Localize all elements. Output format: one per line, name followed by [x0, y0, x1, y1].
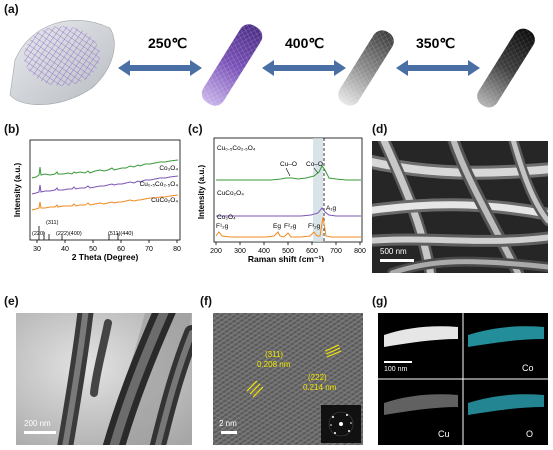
panel-d-sem-image: 500 nm	[372, 141, 548, 273]
tem-scale-bar	[24, 431, 56, 434]
eds-cu-fiber	[384, 394, 458, 415]
fiber-network	[24, 26, 100, 86]
xrd-ann-220: (220)	[32, 231, 45, 237]
arrow-2	[262, 60, 346, 76]
temp-1: 250℃	[148, 35, 187, 51]
xrd-series-cuco2o4	[31, 194, 179, 211]
sem-scale-label: 500 nm	[380, 247, 407, 256]
panel-a-label: (a)	[4, 2, 19, 16]
raman-ann-f22g: F²₂g	[284, 223, 297, 230]
hrtem-ann-0208: 0.208 nm	[257, 360, 291, 369]
raman-ann-f12g: F¹₂g	[216, 223, 229, 230]
raman-xtick-800: 800	[354, 248, 366, 255]
xrd-xtick-50: 50	[89, 246, 97, 253]
raman-ylabel: Intensity (a.u.)	[197, 165, 206, 220]
panel-d-label: (d)	[372, 122, 388, 136]
raman-band	[313, 138, 323, 242]
raman-xtick-500: 500	[282, 248, 294, 255]
tem-scale-label: 200 nm	[24, 419, 51, 428]
eds-label-cu: Cu	[438, 429, 450, 439]
xrd-legend-cu05co25o4: Cu₀.₅Co₂.₅O₄	[140, 181, 179, 188]
panel-e-tem-image: 200 nm	[16, 313, 192, 445]
hrtem-scale-label: 2 nm	[219, 419, 237, 428]
eds-label-co: Co	[522, 363, 534, 373]
xrd-legend-co3o4: Co₃O₄	[159, 165, 178, 172]
raman-series-co3o4	[215, 216, 361, 238]
raman-legend-cuco2o4: CuCo₂O₄	[217, 190, 244, 197]
raman-legend-co3o4: Co₃O₄	[217, 214, 236, 221]
xrd-ann-511-440: (511)(440)	[108, 231, 133, 237]
eds-label-o: O	[526, 429, 534, 439]
arrow-1	[118, 60, 202, 76]
raman-xlabel: Raman shift (cm⁻¹)	[248, 254, 324, 262]
xrd-xtick-30: 30	[33, 246, 41, 253]
panel-c-raman-chart: 200 300 400 500 600 700 800 Raman shift …	[197, 137, 366, 262]
eds-o-fiber	[468, 394, 544, 415]
eds-stem-fiber	[384, 326, 458, 347]
panel-e-label: (e)	[4, 294, 19, 308]
panel-c-label: (c)	[188, 122, 203, 136]
hrtem-scale-bar	[221, 431, 237, 434]
hrtem-ann-222: (222)	[308, 373, 327, 382]
xrd-xtick-70: 70	[145, 246, 153, 253]
raman-legend-cu05co25o4: Cu₀.₅Co₂.₅O₄	[217, 145, 256, 152]
panel-g-label: (g)	[372, 294, 388, 308]
xrd-ylabel: Intensity (a.u.)	[13, 163, 22, 218]
xrd-xtick-40: 40	[61, 246, 69, 253]
panel-g-eds-maps: 100 nm Co Cu O	[378, 313, 548, 445]
arrow-3	[396, 60, 480, 76]
hrtem-ann-311: (311)	[265, 350, 284, 359]
raman-xtick-200: 200	[210, 248, 222, 255]
panel-b-xrd-chart: 30 40 50 60 70 80 2 Theta (Degree) Inten…	[13, 139, 181, 262]
panel-f-hrtem-image: (311) 0.208 nm (222) 0.214 nm 2 nm	[213, 313, 363, 445]
raman-xtick-700: 700	[330, 248, 342, 255]
xrd-series-cu05co25o4	[31, 175, 179, 195]
raman-ann-f32g: F³₂g	[308, 223, 321, 230]
xrd-frame	[29, 139, 181, 241]
temp-2: 400℃	[285, 35, 324, 51]
panel-f-label: (f)	[200, 294, 212, 308]
raman-ann-cuo: Cu–O	[280, 161, 297, 168]
raman-xtick-300: 300	[234, 248, 246, 255]
xrd-legend-cuco2o4: CuCo₂O₄	[151, 197, 178, 204]
hrtem-ann-0214: 0.214 nm	[303, 383, 337, 392]
xrd-reference-sticks	[38, 226, 119, 240]
xrd-ann-222-400: (222)(400)	[56, 231, 82, 237]
xrd-xtick-80: 80	[173, 246, 181, 253]
raman-ann-a1g: A₁g	[326, 205, 337, 212]
eds-co-fiber	[468, 326, 544, 347]
eds-scale-bar	[384, 361, 412, 363]
raman-ann-eg: Eg	[273, 223, 281, 230]
xrd-series-co3o4	[31, 159, 179, 179]
raman-xtick-600: 600	[306, 248, 318, 255]
raman-series-cu05co25o4	[216, 165, 361, 181]
xrd-ann-311: (311)	[46, 220, 59, 226]
panel-b-label: (b)	[4, 122, 20, 136]
temp-3: 350℃	[416, 35, 455, 51]
panel-a-schematic: 250℃ 400℃ 350℃	[9, 20, 535, 108]
xrd-xlabel: 2 Theta (Degree)	[72, 252, 139, 262]
xrd-xtick-60: 60	[117, 246, 125, 253]
sem-scale-bar	[380, 259, 414, 262]
raman-xtick-400: 400	[258, 248, 270, 255]
eds-scale-label: 100 nm	[384, 366, 408, 373]
raman-series-cuco2o4	[216, 207, 361, 217]
raman-ann-coo: Co–O	[306, 161, 323, 168]
